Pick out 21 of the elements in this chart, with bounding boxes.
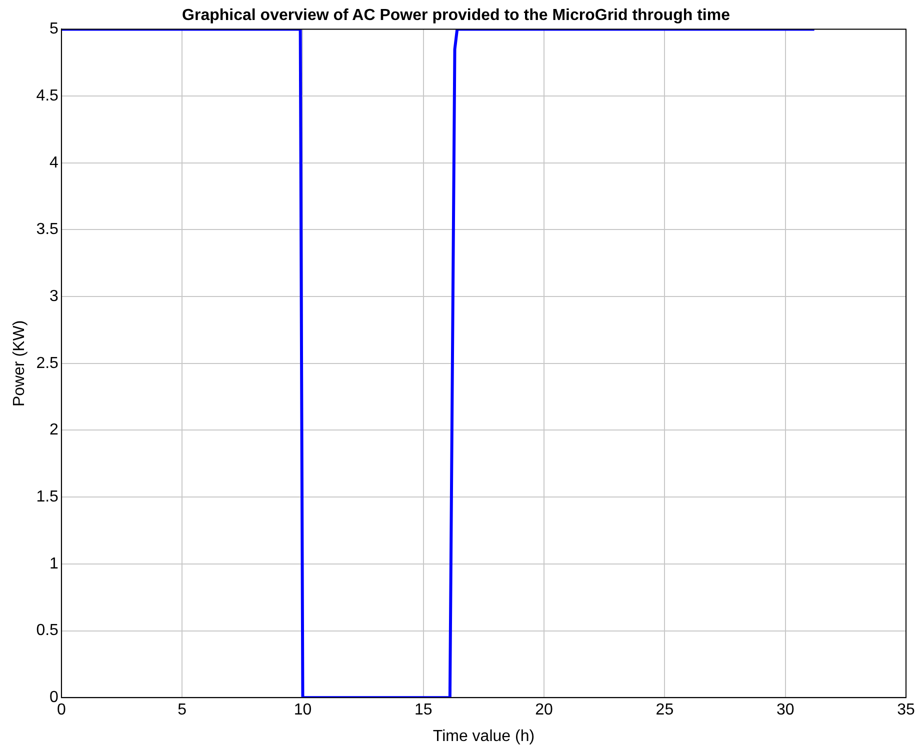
y-tick-label: 2.5 <box>36 354 59 372</box>
x-tick-label: 35 <box>897 702 915 719</box>
x-tick-label: 5 <box>178 702 187 719</box>
y-tick-label: 3 <box>50 288 59 305</box>
x-axis-title: Time value (h) <box>432 728 535 745</box>
y-axis-title: Power (KW) <box>11 320 28 407</box>
chart-title: Graphical overview of AC Power provided to the MicroGrid through time <box>182 7 730 24</box>
y-tick-label: 2 <box>50 422 59 439</box>
x-tick-label: 30 <box>776 702 794 719</box>
x-tick-label: 25 <box>656 702 674 719</box>
y-tick-label: 0 <box>50 689 59 706</box>
x-tick-label: 10 <box>294 702 312 719</box>
y-tick-label: 1 <box>50 555 59 572</box>
x-tick-label: 15 <box>414 702 432 719</box>
x-tick-label: 20 <box>535 702 554 719</box>
y-tick-label: 3.5 <box>36 221 59 238</box>
y-tick-label: 4 <box>50 154 59 172</box>
y-tick-label: 4.5 <box>36 87 59 104</box>
y-tick-label: 5 <box>50 20 59 38</box>
y-tick-label: 1.5 <box>36 488 59 506</box>
y-tick-label: 0.5 <box>36 622 59 640</box>
